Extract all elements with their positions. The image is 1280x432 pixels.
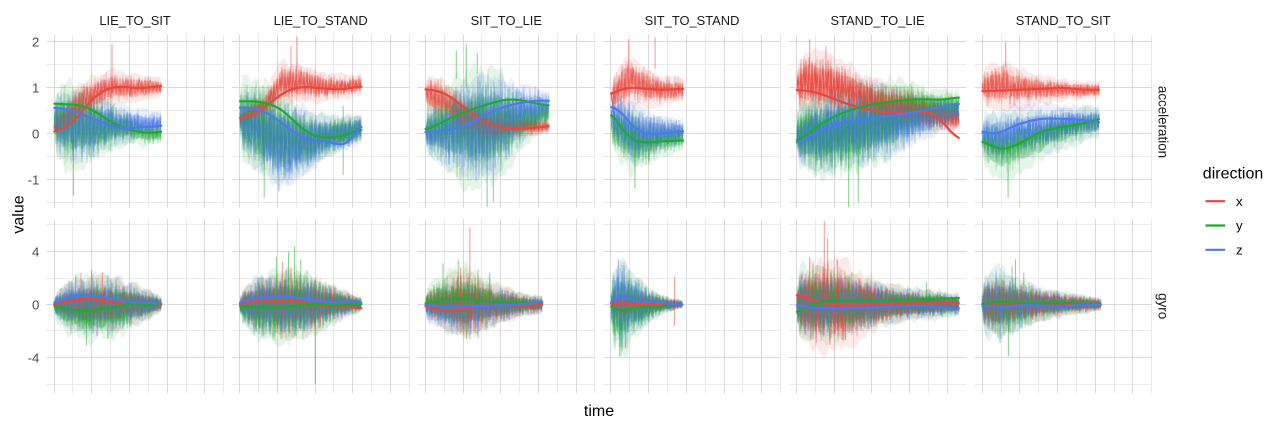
svg-text:STAND_TO_SIT: STAND_TO_SIT [1016,13,1111,28]
svg-text:1: 1 [32,80,39,95]
svg-text:y: y [1236,218,1243,233]
svg-text:time: time [584,403,614,420]
svg-text:z: z [1236,243,1243,258]
svg-text:0: 0 [32,126,39,141]
svg-text:2: 2 [32,34,39,49]
svg-text:LIE_TO_SIT: LIE_TO_SIT [99,13,171,28]
svg-text:4: 4 [32,244,39,259]
svg-text:x: x [1236,194,1243,209]
svg-text:STAND_TO_LIE: STAND_TO_LIE [831,13,925,28]
svg-text:SIT_TO_LIE: SIT_TO_LIE [471,13,543,28]
svg-text:SIT_TO_STAND: SIT_TO_STAND [645,13,740,28]
svg-text:-4: -4 [28,350,40,365]
svg-text:0: 0 [32,297,39,312]
svg-text:-1: -1 [28,172,40,187]
svg-text:acceleration: acceleration [1156,86,1171,158]
svg-text:LIE_TO_STAND: LIE_TO_STAND [274,13,368,28]
svg-text:gyro: gyro [1156,293,1171,319]
svg-text:value: value [11,195,28,233]
svg-text:direction: direction [1203,165,1263,182]
